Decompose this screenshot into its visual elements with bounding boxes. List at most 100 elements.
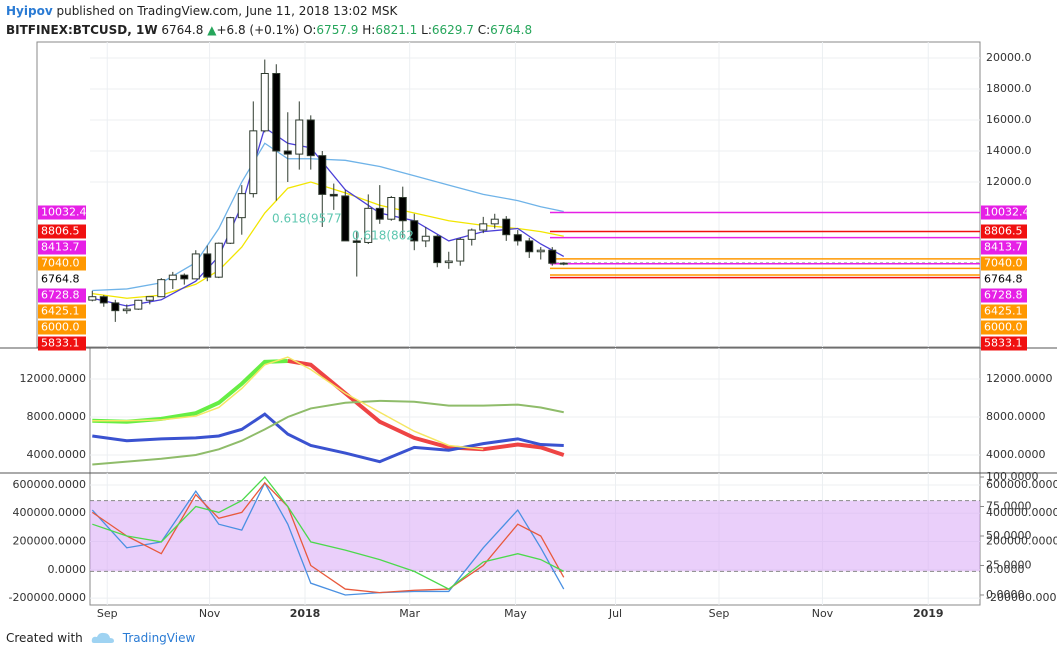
y-tick-label: 12000.0 [986,175,1032,188]
y2-tick-label: 100.0000 [986,470,1039,483]
candle-body [111,302,120,312]
candle-body [479,223,488,231]
open: 6757.9 [316,23,359,37]
level-label-box [981,205,1027,220]
author[interactable]: Hyipov [6,4,53,18]
y-tick-label: 600000.0000 [986,478,1057,491]
candle-body [295,119,304,155]
candle-body [525,240,534,253]
y-tick-label: 14000.0 [986,144,1032,157]
candle-body [88,296,97,301]
indicator-line [91,481,565,596]
y-tick-label-left: 4000.0000 [27,448,87,461]
level-label: 6764.8 [984,272,1023,285]
candle-body [168,274,177,281]
candle-body [513,234,522,242]
annotation: 0.618(862 [352,229,414,243]
level-label-box [981,256,1027,271]
candle-body [306,119,315,157]
level-label-box [981,240,1027,255]
y2-tick-label: 50.0000 [986,529,1032,542]
low: 6629.7 [431,23,474,37]
level-label: 5833.1 [41,336,80,349]
candle-body [375,207,384,220]
level-label: 8413.7 [984,240,1023,253]
level-label: 8806.5 [41,224,80,237]
level-label-box [38,256,86,271]
y-tick-label: 200000.0000 [986,535,1057,548]
candle-body [398,196,407,222]
candle-body [272,72,281,152]
candle-body [329,193,338,197]
candle-body [456,238,465,262]
level-label-box [981,272,1027,287]
indicator-line [92,399,564,466]
candle-body [467,229,476,240]
level-label: 10032.4 [41,205,87,218]
level-label-box [38,320,86,335]
last: 6764.8 [161,23,204,37]
created: Created with [6,631,83,645]
level-label-box [38,336,86,351]
brand[interactable]: TradingView [122,631,196,645]
y-tick-label: 20000.0 [986,51,1032,64]
level-label: 6764.8 [41,272,80,285]
candle-body [134,299,143,310]
x-tick-label: Mar [399,607,420,620]
candle-body [490,218,499,225]
y2-tick-label: 75.0000 [986,500,1032,513]
candle-body [352,240,361,243]
y-tick-label: 18000.0 [986,82,1032,95]
level-label-box [981,224,1027,239]
level-label-box [981,336,1027,351]
x-tick-label: Sep [97,607,118,620]
candle-body [444,260,453,264]
x-tick-label: May [504,607,527,620]
level-label: 7040.0 [984,256,1023,269]
x-tick-label: 2018 [290,607,321,620]
level-label: 5833.1 [984,336,1023,349]
close-label: C: [477,23,491,37]
level-label: 6425.1 [984,304,1023,317]
candle-body [421,235,430,242]
arrow: ▲ [207,23,217,37]
candle-body [122,308,131,312]
level-label: 8806.5 [984,224,1023,237]
x-tick-label: Jul [608,607,622,620]
candle-body [387,196,396,220]
open-label: O: [303,23,317,37]
y-tick-label: 8000.0000 [986,410,1046,423]
candle-body [502,218,511,236]
high-label: H: [362,23,376,37]
candle-body [410,220,419,242]
y-tick-label: 12000.0000 [986,372,1052,385]
candle-body [180,274,189,280]
candle-body [364,207,373,243]
candle-body [548,249,557,264]
candle-body [249,130,258,195]
y-tick-label: 400000.0000 [986,506,1057,519]
high: 6821.1 [375,23,418,37]
y-tick-label: 0.0000 [986,563,1025,576]
x-tick-label: 2019 [913,607,944,620]
candle-body [237,193,246,219]
level-label: 10032.4 [984,205,1030,218]
indicator-line [92,412,564,464]
candle-body [99,296,108,304]
level-label: 6728.8 [41,288,80,301]
close: 6764.8 [490,23,533,37]
level-label-box [38,288,86,303]
y-tick-label-left: 12000.0000 [20,372,86,385]
logo [91,632,114,643]
y-tick-label-left: 600000.0000 [13,478,86,491]
main-pane-frame [36,41,981,348]
x-tick-label: Nov [199,607,221,620]
level-label-box [38,304,86,319]
y-tick-label-left: -200000.0000 [9,591,86,604]
candle-body [433,235,442,264]
level-label: 6000.0 [41,320,80,333]
low-label: L: [421,23,432,37]
level-label: 6000.0 [984,320,1023,333]
candle-body [536,249,545,253]
